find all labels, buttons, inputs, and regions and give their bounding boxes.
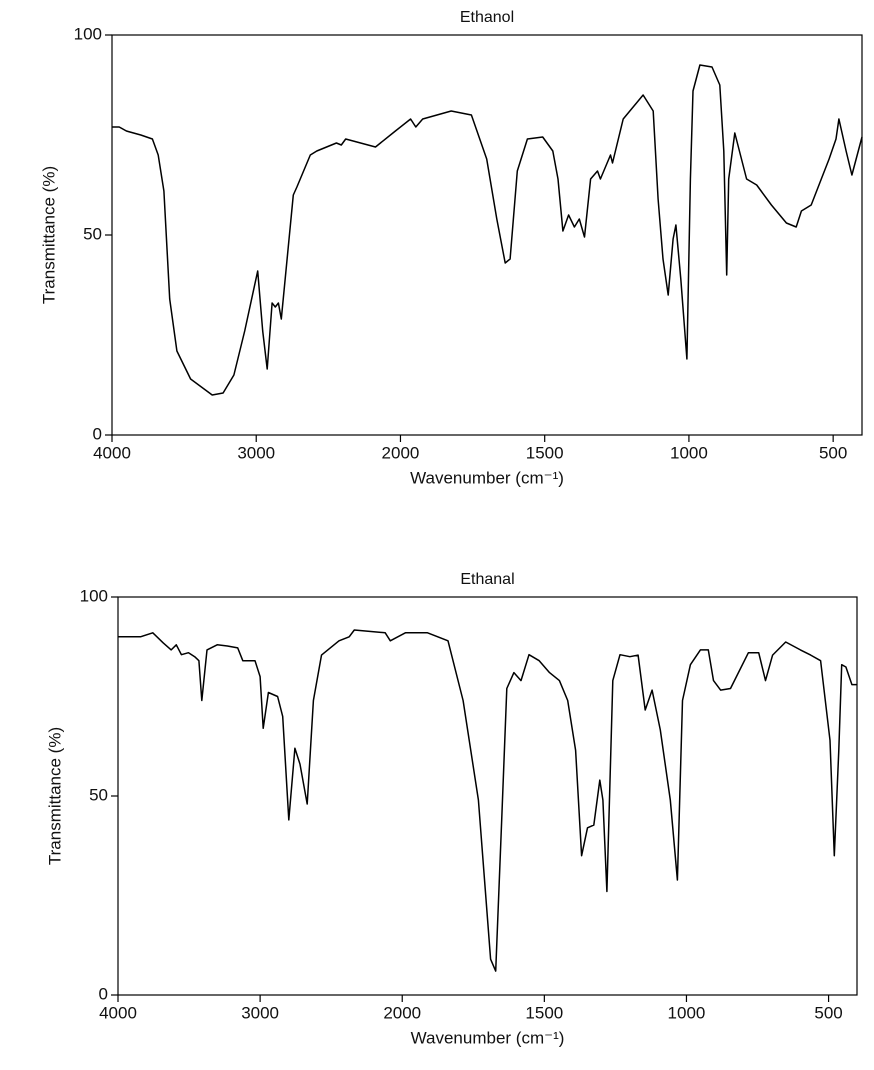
y-tick-label: 100 [74, 24, 102, 43]
chart: Ethanol Wavenumber (cm⁻¹) Transmittance (%… [39, 9, 863, 487]
x-tick-label: 1500 [526, 443, 564, 462]
x-axis-label: Wavenumber (cm⁻¹) [411, 1028, 565, 1047]
y-tick-label: 50 [89, 785, 108, 804]
spectrum-line [112, 64, 863, 396]
y-tick-label: 50 [83, 224, 102, 243]
y-tick-label: 100 [80, 586, 108, 605]
x-axis-label: Wavenumber (cm⁻¹) [410, 468, 564, 487]
x-tick-label: 3000 [237, 443, 275, 462]
chart: Ethanal Wavenumber (cm⁻¹) Transmittance (%… [45, 571, 858, 1047]
x-tick-label: 2000 [382, 443, 420, 462]
y-axis-label: Transmittance (%) [39, 166, 58, 304]
x-tick-label: 2000 [383, 1003, 421, 1022]
x-tick-label: 500 [814, 1003, 842, 1022]
spectrum-line [118, 629, 857, 972]
y-axis-label: Transmittance (%) [45, 727, 64, 865]
x-tick-label: 1500 [525, 1003, 563, 1022]
x-tick-label: 4000 [99, 1003, 137, 1022]
y-tick-label: 0 [99, 984, 108, 1003]
plot-frame [111, 34, 863, 436]
x-tick-label: 1000 [668, 1003, 706, 1022]
y-tick-label: 0 [93, 424, 102, 443]
chart-title: Ethanol [460, 9, 514, 26]
chart-title: Ethanal [460, 571, 514, 588]
x-tick-label: 500 [819, 443, 847, 462]
x-tick-label: 3000 [241, 1003, 279, 1022]
x-tick-label: 1000 [670, 443, 708, 462]
x-tick-label: 4000 [93, 443, 131, 462]
